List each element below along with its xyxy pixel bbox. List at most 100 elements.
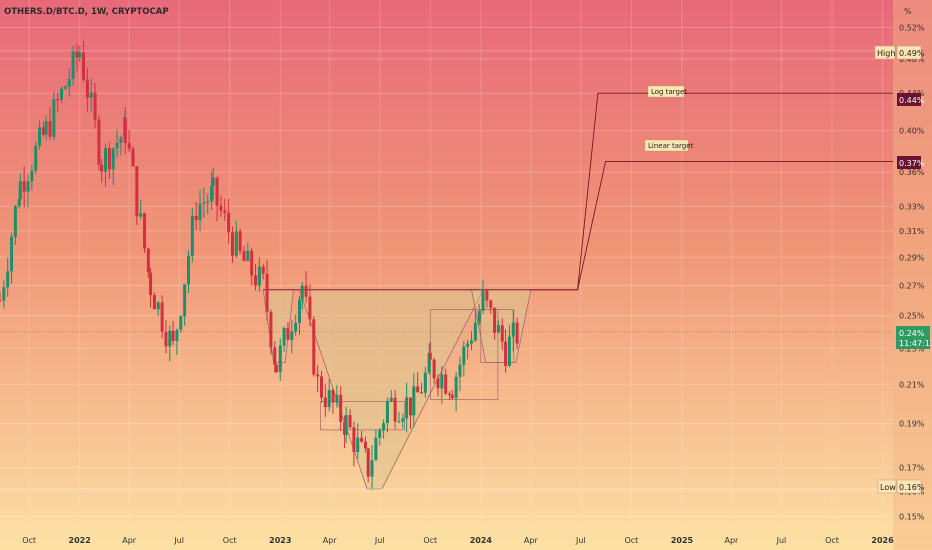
- candle-body: [427, 352, 431, 373]
- candle-body: [470, 340, 474, 344]
- candle-body: [63, 86, 67, 89]
- high-label-badge: [874, 45, 896, 60]
- linear-target-note[interactable]: Linear target: [648, 142, 694, 150]
- x-tick-label: Oct: [825, 536, 839, 545]
- time-axis[interactable]: Oct 2022 Apr Jul Oct 2023 Apr Jul Oct 2024 Apr Jul O…: [22, 536, 894, 545]
- candle-body: [500, 325, 504, 342]
- y-tick-label: 0.17%: [899, 463, 925, 472]
- log-target-note[interactable]: Log target: [651, 88, 687, 96]
- x-tick-label: Apr: [725, 536, 740, 545]
- candle-body: [38, 127, 42, 146]
- candle-body: [432, 359, 436, 379]
- candle-body: [401, 418, 405, 422]
- candle-body: [111, 148, 115, 170]
- linear-target-note-box[interactable]: [644, 139, 689, 152]
- x-tick-label: Apr: [323, 536, 338, 545]
- candle-body: [416, 386, 420, 393]
- log-target-note-box[interactable]: [647, 85, 685, 98]
- candle-body: [282, 328, 286, 346]
- y-tick-label: 0.48%: [899, 55, 925, 64]
- candle-body: [348, 415, 352, 428]
- candle-body: [18, 181, 22, 200]
- x-tick-label: Oct: [423, 536, 437, 545]
- candle-body: [515, 322, 519, 344]
- candle-body: [462, 346, 466, 365]
- time-axis-panel: [0, 522, 893, 550]
- x-tick-label: Jul: [575, 536, 586, 545]
- candle-body: [278, 345, 282, 373]
- candle-body: [160, 302, 164, 332]
- candle-body: [304, 285, 308, 297]
- candle-body: [190, 215, 194, 256]
- low-value-badge: [896, 479, 922, 494]
- candle-body: [319, 376, 323, 398]
- candle-body: [444, 374, 448, 394]
- x-tick-label: 2022: [69, 536, 91, 545]
- candle-body: [227, 212, 231, 233]
- candle-body: [265, 273, 269, 312]
- high-label: High: [877, 49, 895, 58]
- x-tick-label: Jul: [173, 536, 184, 545]
- levels-layer: [0, 50, 893, 490]
- x-tick-label: 2026: [871, 536, 894, 545]
- candle-body: [104, 148, 108, 172]
- candle-body: [250, 250, 254, 276]
- y-tick-label: 0.40%: [899, 127, 925, 136]
- candle-body: [223, 210, 227, 213]
- candle-body: [194, 215, 198, 221]
- price-unit-label[interactable]: %: [904, 7, 912, 16]
- candle-body: [489, 300, 493, 308]
- candle-body: [397, 421, 401, 423]
- candle-body: [93, 92, 97, 120]
- candle-body: [0, 300, 2, 302]
- candle-body: [115, 142, 119, 149]
- candle-body: [48, 121, 52, 137]
- candles-layer: [0, 41, 519, 490]
- candle-body: [6, 271, 10, 288]
- candle-body: [473, 322, 477, 341]
- candle-body: [344, 415, 348, 435]
- y-tick-label: 0.52%: [899, 23, 925, 32]
- candle-body: [152, 295, 156, 310]
- candle-body: [477, 310, 481, 323]
- candle-body: [246, 250, 250, 261]
- x-tick-label: Apr: [524, 536, 539, 545]
- x-tick-label: Oct: [223, 536, 237, 545]
- candle-body: [44, 121, 48, 135]
- candle-body: [366, 448, 370, 477]
- candle-body: [370, 460, 374, 477]
- candle-body: [331, 390, 335, 403]
- candle-body: [409, 397, 413, 416]
- candle-body: [71, 50, 75, 79]
- candle-body: [82, 52, 86, 80]
- candle-body: [485, 290, 489, 301]
- candle-body: [75, 50, 79, 58]
- candle-body: [493, 307, 497, 333]
- candle-body: [378, 430, 382, 438]
- candle-body: [10, 237, 14, 272]
- candle-body: [135, 166, 139, 217]
- candle-body: [294, 323, 298, 332]
- linear-target-badge: [897, 156, 921, 169]
- y-tick-label: 0.27%: [899, 281, 925, 290]
- bar-countdown: 11:47:13: [899, 339, 932, 348]
- candle-body: [2, 287, 6, 301]
- candle-body: [139, 213, 143, 217]
- log-target-value: 0.44%: [899, 96, 925, 105]
- candle-body: [290, 331, 294, 340]
- price-axis-panel: [893, 0, 932, 550]
- candle-body: [34, 145, 38, 171]
- candle-body: [78, 52, 82, 58]
- candle-body: [300, 285, 304, 300]
- y-tick-label: 0.21%: [899, 380, 925, 389]
- candle-body: [466, 343, 470, 347]
- candle-body: [269, 311, 273, 348]
- candle-body: [175, 329, 179, 341]
- candle-body: [356, 437, 360, 452]
- candle-body: [206, 201, 210, 203]
- candle-body: [41, 127, 45, 135]
- candle-body: [254, 275, 258, 286]
- linear-target-path: [530, 160, 893, 291]
